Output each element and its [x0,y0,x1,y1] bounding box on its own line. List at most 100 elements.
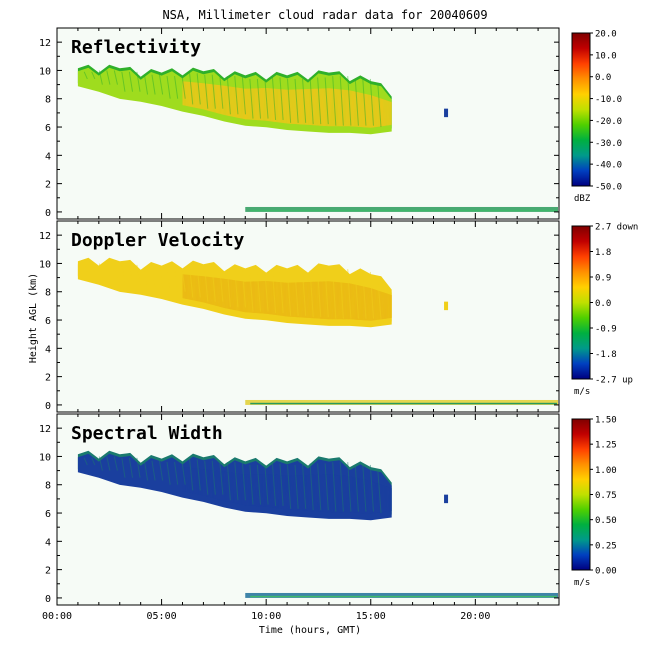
fall-streak [113,70,118,85]
fall-streak [189,73,194,105]
fall-streak [256,78,262,119]
fall-streak [158,460,164,481]
fall-streak [332,269,337,319]
cloud-echo-core-fill [182,274,392,321]
fall-streak [91,457,96,466]
fall-streak [128,264,134,285]
fall-streak [189,459,194,491]
fall-streak [294,271,299,316]
fall-streak [347,76,352,126]
fall-streak [369,464,374,512]
fall-streak [98,263,103,278]
fall-streak [309,77,314,125]
fall-streak [143,74,149,95]
fall-streak [151,267,156,288]
colorbar-tick-label: 0.75 [595,491,617,501]
colorbar-tick-label: -2.7 up [595,376,633,386]
fall-streak [271,270,277,313]
fall-streak [241,462,246,501]
fall-streak [174,76,179,99]
y-tick-label: 10 [39,452,51,463]
fall-streak [166,462,171,485]
fall-streak [196,73,201,105]
colorbar-tick-label: 0.50 [595,516,617,526]
colorbar-tick-label: 2.7 down [595,223,638,233]
fall-streak [113,263,118,278]
fall-streak [309,270,314,318]
colorbar-tick-label: 1.8 [595,248,611,258]
fall-streak [309,463,314,511]
fall-streak [317,463,322,511]
panel-title: Doppler Velocity [71,230,245,251]
fall-streak [249,271,254,312]
fall-streak [317,77,322,125]
colorbar-tick-label: 1.00 [595,466,617,476]
fall-streak [302,271,307,316]
fall-streak [256,464,262,505]
fall-streak [264,271,269,312]
fall-streak [181,76,186,99]
fall-streak [128,71,134,92]
fall-streak [219,267,224,302]
fall-streak [354,464,359,512]
fall-streak [98,70,103,85]
fall-streak [339,269,344,319]
colorbar-tick-label: 0.0 [595,73,611,83]
fall-streak [324,77,329,125]
colorbar-unit: dBZ [574,194,591,204]
fall-streak [128,457,134,478]
y-tick-label: 0 [45,594,51,605]
fall-streak [121,71,126,92]
fall-streak [256,271,262,312]
isolated-echo [444,301,449,311]
x-tick-label: 15:00 [356,611,386,622]
fall-streak [174,269,179,292]
fall-streak [166,269,171,292]
colorbar-tick-label: 0.25 [595,541,617,551]
fall-streak [121,264,126,285]
fall-streak [347,269,352,319]
fall-streak [166,76,171,99]
fall-streak [211,74,216,109]
colorbar-unit: m/s [574,578,590,588]
fall-streak [287,78,292,123]
colorbar-tick-label: -20.0 [595,117,622,127]
fall-streak [362,464,367,512]
y-tick-label: 12 [39,231,51,242]
fall-streak [234,269,239,308]
x-axis-label: Time (hours, GMT) [259,625,361,636]
x-tick-label: 20:00 [460,611,490,622]
fall-streak [204,460,209,495]
y-tick-label: 8 [45,95,51,106]
fall-streak [211,267,216,302]
fall-streak [324,270,329,318]
fall-streak [151,460,156,481]
colorbar-tick-label: 1.50 [595,416,617,426]
fall-streak [332,462,337,512]
fall-streak [249,78,254,119]
fall-streak [241,269,246,308]
colorbar [571,32,591,187]
fall-streak [83,264,88,273]
colorbar-tick-label: 1.25 [595,441,617,451]
colorbar-tick-label: -1.8 [595,350,617,360]
fall-streak [302,78,307,123]
fall-streak [271,463,277,506]
fall-streak [151,74,156,95]
fall-streak [339,76,344,126]
fall-streak [136,264,141,285]
fall-streak [98,456,103,471]
surface-echo-line [250,209,557,212]
colorbar-tick-label: 0.0 [595,299,611,309]
fall-streak [271,77,277,120]
fall-streak [377,277,382,321]
fall-streak [143,267,149,288]
surface-echo-line [250,402,557,405]
fall-streak [362,78,367,126]
y-tick-label: 2 [45,180,51,191]
y-tick-label: 12 [39,424,51,435]
fall-streak [294,464,299,509]
fall-streak [377,470,382,514]
cloud-echo-core-fill [182,467,392,514]
fall-streak [302,464,307,509]
